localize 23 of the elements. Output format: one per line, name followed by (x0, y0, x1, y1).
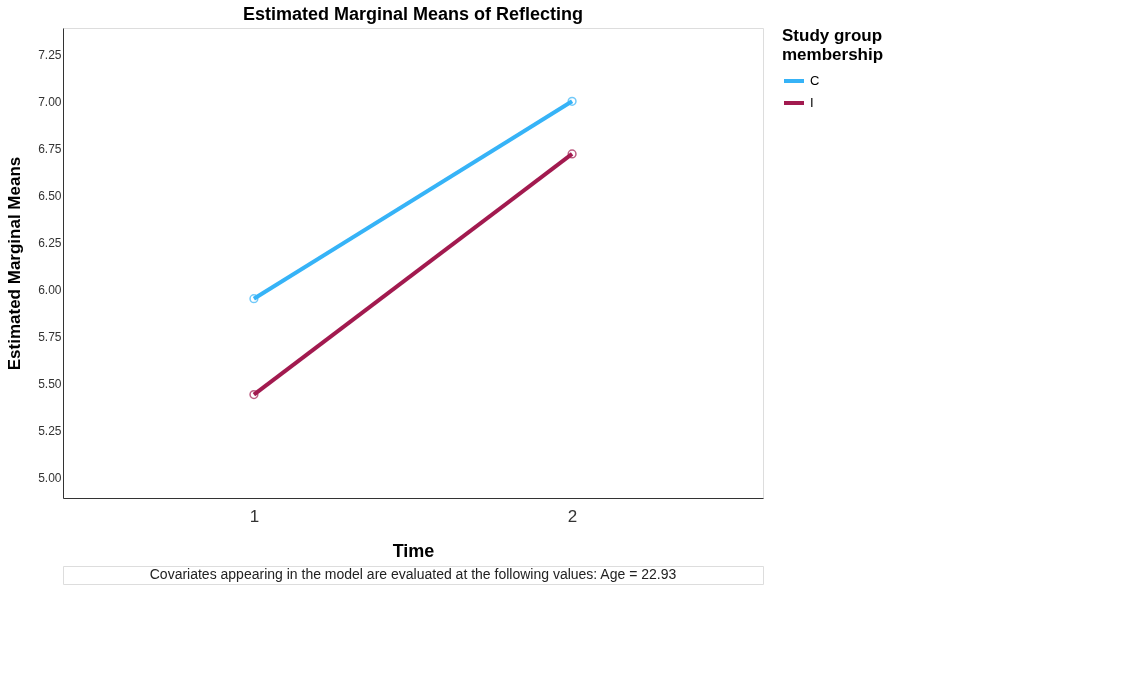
y-tick-label: 5.50 (38, 376, 62, 391)
y-axis-title: Estimated Marginal Means (5, 156, 25, 371)
y-tick-label: 6.50 (38, 188, 62, 203)
x-tick-label: 1 (249, 506, 260, 526)
chart-title: Estimated Marginal Means of Reflecting (242, 4, 584, 24)
y-tick-label: 5.25 (38, 423, 62, 438)
x-tick-label: 2 (567, 506, 578, 526)
y-tick-label: 5.00 (38, 470, 62, 485)
text: Covariates appearing in the model are evaluated at the following values: Age = 22.93 (149, 566, 677, 582)
legend-title: Study group membership (782, 26, 884, 64)
y-tick-label: 7.25 (38, 47, 62, 62)
point (249, 294, 259, 304)
y-tick-label: 6.00 (38, 282, 62, 297)
legend-label: C (810, 73, 820, 88)
point (567, 96, 577, 106)
point (567, 149, 577, 159)
y-tick-label: 6.25 (38, 235, 62, 250)
x-axis-title: Time (392, 540, 435, 561)
y-tick-label: 5.75 (38, 329, 62, 344)
y-tick-label: 6.75 (38, 141, 62, 156)
legend-label: I (810, 95, 814, 110)
point (249, 389, 259, 400)
y-tick-label: 7.00 (38, 94, 62, 109)
